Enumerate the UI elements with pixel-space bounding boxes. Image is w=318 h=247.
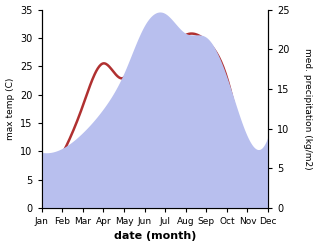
X-axis label: date (month): date (month) xyxy=(114,231,196,242)
Y-axis label: max temp (C): max temp (C) xyxy=(5,78,15,140)
Y-axis label: med. precipitation (kg/m2): med. precipitation (kg/m2) xyxy=(303,48,313,169)
